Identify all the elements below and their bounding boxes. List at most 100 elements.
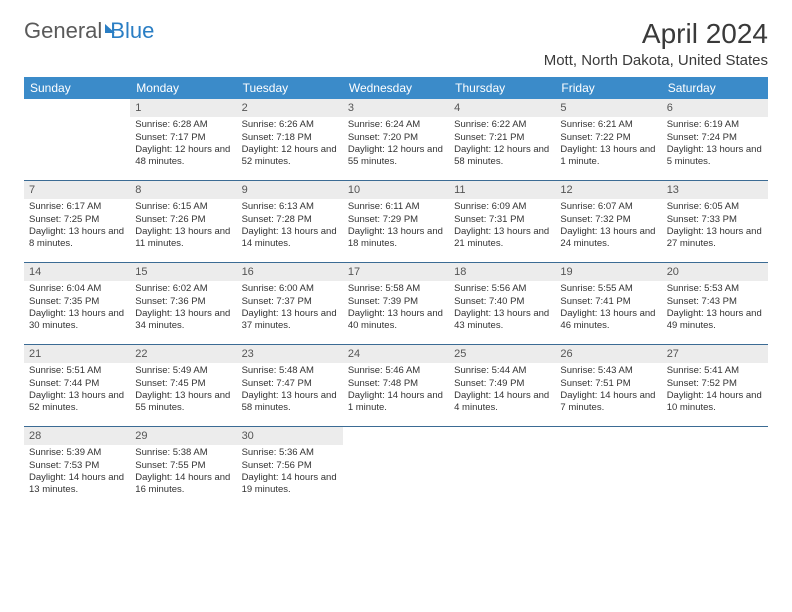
day-body: Sunrise: 6:13 AMSunset: 7:28 PMDaylight:… <box>237 199 343 254</box>
calendar-grid: SundayMondayTuesdayWednesdayThursdayFrid… <box>24 77 768 509</box>
sunset-text: Sunset: 7:18 PM <box>242 132 338 144</box>
daylight-text: Daylight: 13 hours and 5 minutes. <box>667 144 763 169</box>
daylight-text: Daylight: 13 hours and 8 minutes. <box>29 226 125 251</box>
daylight-text: Daylight: 12 hours and 52 minutes. <box>242 144 338 169</box>
sunrise-text: Sunrise: 5:36 AM <box>242 447 338 459</box>
day-body: Sunrise: 6:09 AMSunset: 7:31 PMDaylight:… <box>449 199 555 254</box>
day-number: 23 <box>237 345 343 363</box>
day-cell: 4Sunrise: 6:22 AMSunset: 7:21 PMDaylight… <box>449 99 555 180</box>
day-number: 26 <box>555 345 661 363</box>
day-cell: 24Sunrise: 5:46 AMSunset: 7:48 PMDayligh… <box>343 345 449 426</box>
day-number: 19 <box>555 263 661 281</box>
day-cell: 21Sunrise: 5:51 AMSunset: 7:44 PMDayligh… <box>24 345 130 426</box>
daylight-text: Daylight: 14 hours and 4 minutes. <box>454 390 550 415</box>
sunset-text: Sunset: 7:28 PM <box>242 214 338 226</box>
daylight-text: Daylight: 13 hours and 37 minutes. <box>242 308 338 333</box>
sunrise-text: Sunrise: 6:22 AM <box>454 119 550 131</box>
daylight-text: Daylight: 13 hours and 14 minutes. <box>242 226 338 251</box>
day-cell: 29Sunrise: 5:38 AMSunset: 7:55 PMDayligh… <box>130 427 236 509</box>
sunrise-text: Sunrise: 6:24 AM <box>348 119 444 131</box>
day-cell <box>662 427 768 509</box>
sunset-text: Sunset: 7:20 PM <box>348 132 444 144</box>
day-body: Sunrise: 5:46 AMSunset: 7:48 PMDaylight:… <box>343 363 449 418</box>
sunset-text: Sunset: 7:55 PM <box>135 460 231 472</box>
day-body: Sunrise: 5:39 AMSunset: 7:53 PMDaylight:… <box>24 445 130 500</box>
daylight-text: Daylight: 12 hours and 55 minutes. <box>348 144 444 169</box>
weekday-header-row: SundayMondayTuesdayWednesdayThursdayFrid… <box>24 77 768 99</box>
day-body: Sunrise: 6:00 AMSunset: 7:37 PMDaylight:… <box>237 281 343 336</box>
sunrise-text: Sunrise: 5:48 AM <box>242 365 338 377</box>
day-body: Sunrise: 5:44 AMSunset: 7:49 PMDaylight:… <box>449 363 555 418</box>
day-body: Sunrise: 5:36 AMSunset: 7:56 PMDaylight:… <box>237 445 343 500</box>
brand-logo: General Blue <box>24 18 154 44</box>
sunrise-text: Sunrise: 6:28 AM <box>135 119 231 131</box>
sunrise-text: Sunrise: 5:46 AM <box>348 365 444 377</box>
weekday-header: Wednesday <box>343 77 449 99</box>
day-number: 27 <box>662 345 768 363</box>
day-cell: 1Sunrise: 6:28 AMSunset: 7:17 PMDaylight… <box>130 99 236 180</box>
week-row: 1Sunrise: 6:28 AMSunset: 7:17 PMDaylight… <box>24 99 768 181</box>
sunrise-text: Sunrise: 5:56 AM <box>454 283 550 295</box>
day-number: 28 <box>24 427 130 445</box>
sunset-text: Sunset: 7:47 PM <box>242 378 338 390</box>
day-number: 8 <box>130 181 236 199</box>
day-number: 17 <box>343 263 449 281</box>
day-number: 13 <box>662 181 768 199</box>
sunrise-text: Sunrise: 5:43 AM <box>560 365 656 377</box>
day-body: Sunrise: 6:04 AMSunset: 7:35 PMDaylight:… <box>24 281 130 336</box>
day-cell: 20Sunrise: 5:53 AMSunset: 7:43 PMDayligh… <box>662 263 768 344</box>
day-cell <box>555 427 661 509</box>
sunrise-text: Sunrise: 6:19 AM <box>667 119 763 131</box>
daylight-text: Daylight: 14 hours and 10 minutes. <box>667 390 763 415</box>
day-cell: 27Sunrise: 5:41 AMSunset: 7:52 PMDayligh… <box>662 345 768 426</box>
day-number: 1 <box>130 99 236 117</box>
sunrise-text: Sunrise: 5:49 AM <box>135 365 231 377</box>
sunset-text: Sunset: 7:41 PM <box>560 296 656 308</box>
daylight-text: Daylight: 13 hours and 18 minutes. <box>348 226 444 251</box>
sunrise-text: Sunrise: 6:05 AM <box>667 201 763 213</box>
day-number <box>24 99 130 117</box>
day-cell: 6Sunrise: 6:19 AMSunset: 7:24 PMDaylight… <box>662 99 768 180</box>
weekday-header: Saturday <box>662 77 768 99</box>
month-title: April 2024 <box>544 18 768 50</box>
day-number: 5 <box>555 99 661 117</box>
day-cell: 3Sunrise: 6:24 AMSunset: 7:20 PMDaylight… <box>343 99 449 180</box>
sunrise-text: Sunrise: 6:13 AM <box>242 201 338 213</box>
weekday-header: Sunday <box>24 77 130 99</box>
day-body: Sunrise: 5:56 AMSunset: 7:40 PMDaylight:… <box>449 281 555 336</box>
daylight-text: Daylight: 12 hours and 48 minutes. <box>135 144 231 169</box>
day-number: 24 <box>343 345 449 363</box>
day-number: 11 <box>449 181 555 199</box>
week-row: 21Sunrise: 5:51 AMSunset: 7:44 PMDayligh… <box>24 345 768 427</box>
weekday-header: Thursday <box>449 77 555 99</box>
sunset-text: Sunset: 7:24 PM <box>667 132 763 144</box>
sunrise-text: Sunrise: 5:41 AM <box>667 365 763 377</box>
day-cell: 25Sunrise: 5:44 AMSunset: 7:49 PMDayligh… <box>449 345 555 426</box>
day-number <box>343 427 449 445</box>
day-body: Sunrise: 6:05 AMSunset: 7:33 PMDaylight:… <box>662 199 768 254</box>
day-body: Sunrise: 5:38 AMSunset: 7:55 PMDaylight:… <box>130 445 236 500</box>
daylight-text: Daylight: 13 hours and 21 minutes. <box>454 226 550 251</box>
sunrise-text: Sunrise: 6:11 AM <box>348 201 444 213</box>
day-body: Sunrise: 5:43 AMSunset: 7:51 PMDaylight:… <box>555 363 661 418</box>
sunset-text: Sunset: 7:48 PM <box>348 378 444 390</box>
weekday-header: Monday <box>130 77 236 99</box>
day-cell: 10Sunrise: 6:11 AMSunset: 7:29 PMDayligh… <box>343 181 449 262</box>
calendar-document: General Blue April 2024 Mott, North Dako… <box>0 0 792 519</box>
sunset-text: Sunset: 7:37 PM <box>242 296 338 308</box>
sunrise-text: Sunrise: 5:55 AM <box>560 283 656 295</box>
day-body: Sunrise: 6:11 AMSunset: 7:29 PMDaylight:… <box>343 199 449 254</box>
daylight-text: Daylight: 14 hours and 7 minutes. <box>560 390 656 415</box>
sunset-text: Sunset: 7:40 PM <box>454 296 550 308</box>
day-cell: 5Sunrise: 6:21 AMSunset: 7:22 PMDaylight… <box>555 99 661 180</box>
day-number: 7 <box>24 181 130 199</box>
daylight-text: Daylight: 13 hours and 46 minutes. <box>560 308 656 333</box>
weekday-header: Tuesday <box>237 77 343 99</box>
sunset-text: Sunset: 7:49 PM <box>454 378 550 390</box>
sunrise-text: Sunrise: 5:39 AM <box>29 447 125 459</box>
daylight-text: Daylight: 13 hours and 11 minutes. <box>135 226 231 251</box>
day-body: Sunrise: 5:58 AMSunset: 7:39 PMDaylight:… <box>343 281 449 336</box>
sunrise-text: Sunrise: 6:17 AM <box>29 201 125 213</box>
sunrise-text: Sunrise: 6:04 AM <box>29 283 125 295</box>
day-body: Sunrise: 5:49 AMSunset: 7:45 PMDaylight:… <box>130 363 236 418</box>
